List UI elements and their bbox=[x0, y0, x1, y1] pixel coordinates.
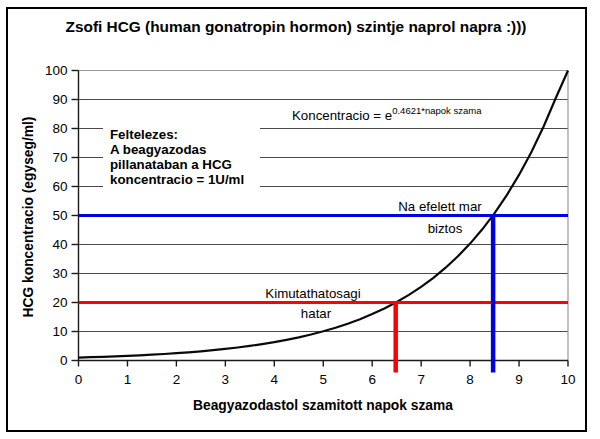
y-tick-label: 40 bbox=[52, 237, 67, 252]
y-axis-title: HCG koncentracio (egyseg/ml) bbox=[21, 117, 36, 318]
x-tick-label: 9 bbox=[515, 372, 523, 387]
y-tick-label: 80 bbox=[52, 121, 67, 136]
curve-formula: Koncentracio = e0.4621*napok szama bbox=[292, 105, 482, 123]
y-tick-label: 30 bbox=[52, 266, 67, 281]
y-tick-label: 20 bbox=[52, 295, 67, 310]
formula-exponent: 0.4621*napok szama bbox=[392, 105, 482, 116]
y-tick-label: 100 bbox=[45, 63, 68, 78]
x-tick-label: 6 bbox=[368, 372, 376, 387]
assumption-note-line: Feltelezes: bbox=[110, 127, 178, 142]
x-tick-label: 2 bbox=[173, 372, 181, 387]
svg-text:hatar: hatar bbox=[301, 306, 332, 321]
y-tick-label: 10 bbox=[52, 324, 67, 339]
assumption-note-line: pillanataban a HCG bbox=[110, 157, 232, 172]
chart-title: Zsofi HCG (human gonatropin hormon) szin… bbox=[66, 18, 527, 35]
x-tick-label: 8 bbox=[466, 372, 474, 387]
assumption-note-line: koncentracio = 1U/ml bbox=[110, 172, 244, 187]
x-tick-label: 3 bbox=[222, 372, 230, 387]
x-tick-label: 0 bbox=[75, 372, 83, 387]
certainty-label: Na efelett mar biztos bbox=[398, 199, 482, 236]
svg-text:Na efelett mar: Na efelett mar bbox=[398, 199, 482, 214]
svg-text:biztos: biztos bbox=[428, 221, 463, 236]
y-tick-label: 50 bbox=[52, 208, 67, 223]
x-tick-label: 5 bbox=[319, 372, 327, 387]
formula-base: Koncentracio = e bbox=[292, 108, 392, 123]
chart-border bbox=[7, 8, 586, 431]
x-tick-label: 1 bbox=[124, 372, 132, 387]
y-tick-label: 60 bbox=[52, 179, 67, 194]
x-tick-label: 4 bbox=[271, 372, 279, 387]
x-axis-title: Beagyazodastol szamitott napok szama bbox=[193, 398, 453, 413]
y-tick-label: 90 bbox=[52, 92, 67, 107]
y-tick-label: 0 bbox=[60, 353, 68, 368]
svg-text:Kimutathatosagi: Kimutathatosagi bbox=[265, 286, 360, 301]
assumption-note-line: A beagyazodas bbox=[110, 142, 206, 157]
x-tick-label: 7 bbox=[417, 372, 425, 387]
y-tick-label: 70 bbox=[52, 150, 67, 165]
x-tick-label: 10 bbox=[560, 372, 575, 387]
hcg-line-chart: 0 10 20 30 40 50 60 70 80 90 100 0 1 2 3 4 5 6 7 8 9 10 Zsofi… bbox=[0, 0, 600, 439]
